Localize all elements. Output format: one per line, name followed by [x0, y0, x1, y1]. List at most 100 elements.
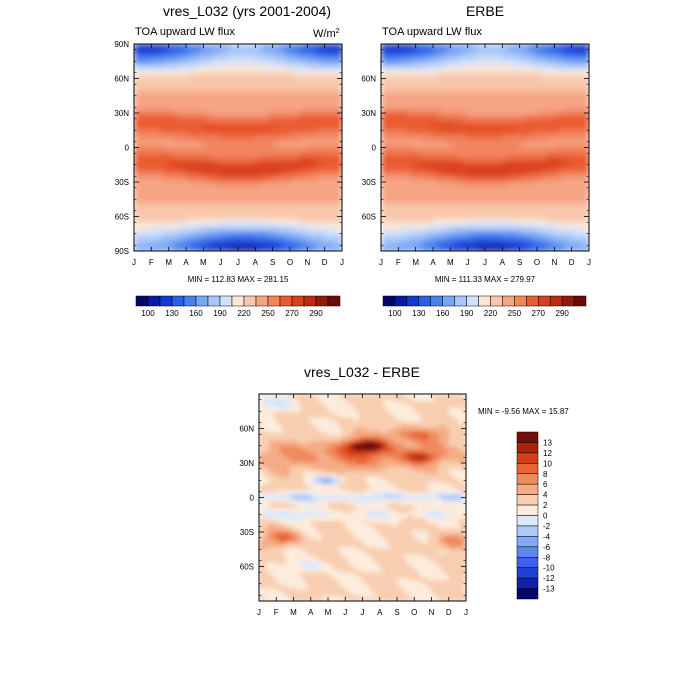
field-cell	[459, 106, 464, 110]
field-cell	[389, 103, 395, 107]
field-cell	[181, 141, 187, 146]
field-cell	[381, 61, 386, 66]
field-cell	[294, 79, 300, 84]
field-cell	[385, 132, 391, 137]
field-cell	[251, 171, 256, 175]
field-cell	[558, 126, 564, 131]
field-cell	[441, 76, 447, 81]
field-cell	[173, 55, 178, 60]
field-cell	[311, 221, 317, 225]
field-cell	[407, 106, 412, 110]
field-cell	[320, 85, 326, 89]
field-cell	[277, 221, 282, 225]
field-cell	[164, 67, 170, 72]
field-cell	[285, 171, 291, 175]
field-cell	[320, 156, 326, 160]
field-cell	[571, 126, 577, 131]
field-cell	[281, 168, 287, 172]
field-cell	[277, 91, 282, 95]
field-cell	[402, 117, 408, 122]
field-cell	[511, 94, 516, 98]
field-cell	[264, 61, 269, 66]
field-cell	[450, 88, 456, 92]
field-cell	[307, 126, 313, 131]
field-cell	[181, 52, 187, 57]
field-cell	[303, 230, 308, 234]
field-cell	[242, 46, 248, 51]
field-cell	[290, 156, 295, 160]
field-cell	[467, 126, 473, 131]
field-cell	[554, 58, 560, 63]
field-cell	[207, 112, 213, 116]
field-cell	[398, 44, 404, 48]
field-cell	[225, 150, 230, 155]
field-cell	[259, 58, 265, 63]
field-cell	[190, 215, 196, 220]
field-cell	[285, 79, 291, 84]
field-cell	[415, 100, 421, 104]
field-cell	[255, 239, 261, 243]
field-cell	[194, 153, 200, 157]
field-cell	[506, 120, 512, 125]
field-cell	[329, 52, 334, 57]
field-cell	[316, 150, 321, 155]
field-cell	[138, 177, 144, 181]
field-cell	[433, 52, 438, 57]
field-cell	[307, 120, 313, 125]
field-cell	[541, 58, 547, 63]
field-cell	[255, 182, 261, 187]
field-cell	[316, 49, 321, 54]
field-cell	[181, 197, 187, 202]
field-cell	[576, 132, 581, 137]
field-cell	[160, 185, 165, 190]
field-cell	[181, 126, 187, 131]
field-cell	[290, 185, 295, 190]
field-cell	[398, 88, 404, 92]
field-cell	[238, 58, 243, 63]
field-cell	[428, 76, 434, 81]
field-cell	[216, 162, 222, 166]
field-cell	[550, 129, 555, 134]
field-cell	[173, 159, 178, 163]
field-cell	[485, 97, 490, 101]
field-cell	[558, 120, 564, 125]
field-cell	[424, 123, 430, 128]
field-cell	[160, 144, 165, 149]
field-cell	[580, 112, 586, 116]
field-cell	[476, 73, 482, 78]
field-cell	[155, 230, 161, 234]
field-cell	[398, 85, 404, 89]
field-cell	[294, 236, 300, 240]
field-cell	[519, 112, 525, 116]
field-cell	[320, 79, 326, 84]
field-cell	[476, 64, 482, 69]
field-cell	[255, 88, 261, 92]
field-cell	[186, 67, 191, 72]
field-cell	[394, 82, 399, 86]
field-cell	[225, 135, 230, 140]
field-cell	[467, 49, 473, 54]
field-cell	[168, 194, 174, 199]
field-cell	[268, 100, 274, 104]
field-cell	[281, 135, 287, 140]
field-cell	[489, 52, 495, 57]
field-cell	[151, 156, 157, 160]
field-cell	[194, 52, 200, 57]
field-cell	[216, 180, 222, 184]
field-cell	[381, 120, 386, 125]
field-cell	[259, 88, 265, 92]
field-cell	[506, 91, 512, 95]
field-cell	[285, 177, 291, 181]
field-cell	[194, 180, 200, 184]
field-cell	[294, 215, 300, 220]
field-cell	[398, 129, 404, 134]
field-cell	[394, 85, 399, 89]
field-cell	[225, 159, 230, 163]
field-cell	[446, 106, 451, 110]
field-cell	[476, 88, 482, 92]
field-cell	[142, 174, 148, 178]
field-cell	[147, 174, 152, 178]
field-cell	[186, 94, 191, 98]
field-cell	[519, 97, 525, 101]
field-cell	[251, 106, 256, 110]
